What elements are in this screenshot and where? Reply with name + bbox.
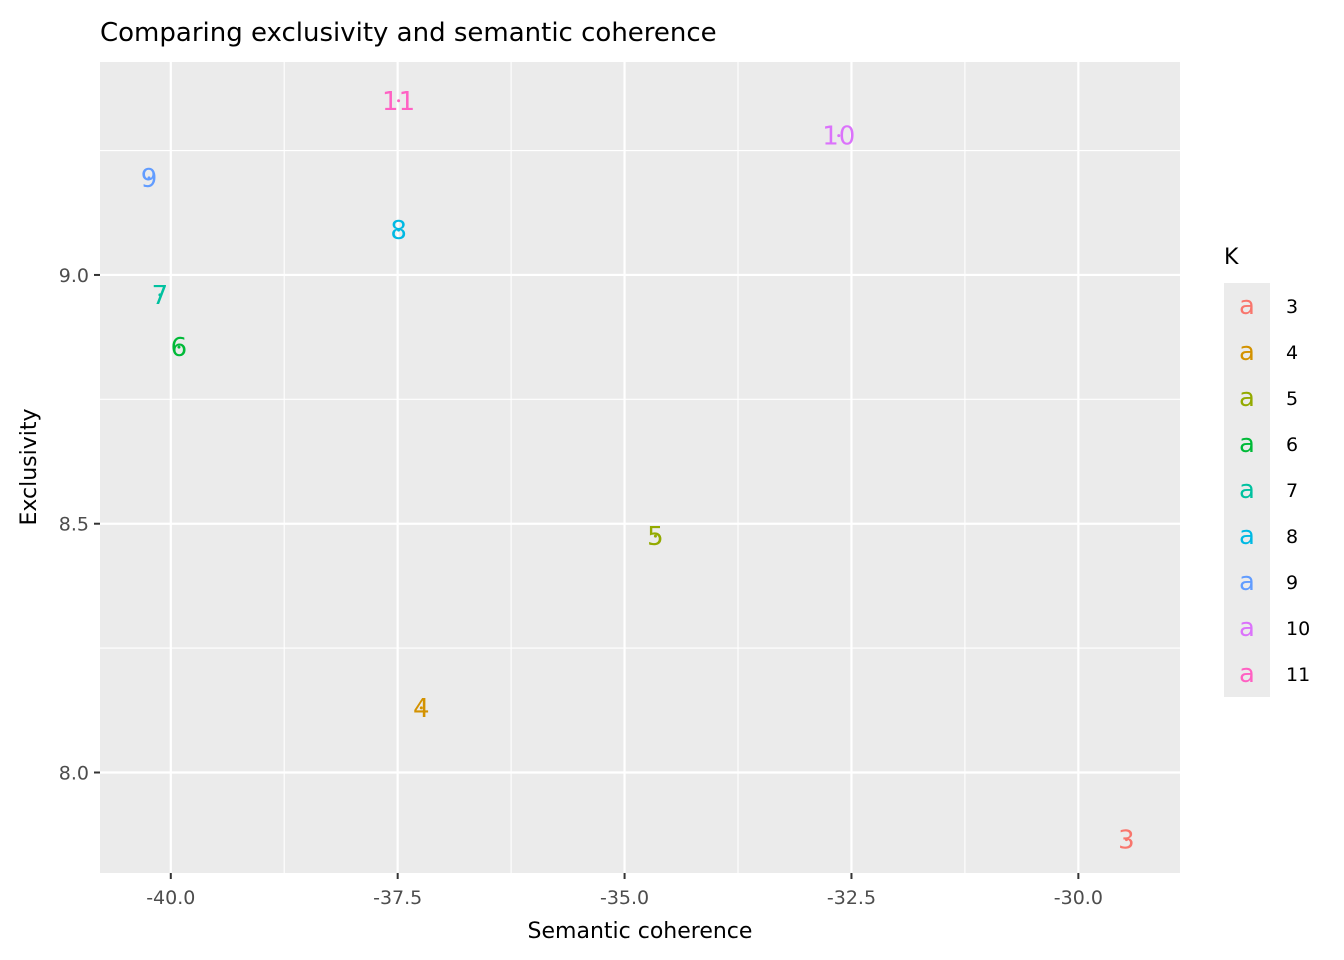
x-axis-label: Semantic coherence bbox=[528, 919, 753, 944]
legend-key-glyph: a bbox=[1239, 613, 1255, 643]
point-label: 10 bbox=[822, 122, 855, 152]
legend-key-glyph: a bbox=[1239, 337, 1255, 367]
point-marker bbox=[1124, 838, 1128, 842]
legend-entry-label: 10 bbox=[1286, 618, 1310, 640]
legend-entry-label: 11 bbox=[1286, 664, 1310, 686]
point-marker bbox=[177, 345, 181, 349]
legend-key-glyph: a bbox=[1239, 567, 1255, 597]
y-axis-label: Exclusivity bbox=[17, 408, 42, 525]
legend-entry-label: 3 bbox=[1286, 296, 1298, 318]
legend-entry-label: 6 bbox=[1286, 434, 1298, 456]
point-marker bbox=[419, 706, 423, 710]
legend-entry-label: 4 bbox=[1286, 342, 1298, 364]
x-tick-label: -37.5 bbox=[373, 887, 422, 909]
point-label: 7 bbox=[152, 281, 169, 311]
point-label: 5 bbox=[647, 522, 664, 552]
x-tick-label: -32.5 bbox=[827, 887, 876, 909]
legend-key-glyph: a bbox=[1239, 521, 1255, 551]
point-label: 8 bbox=[390, 216, 407, 246]
legend: K a 3 a 4 a 5 a 6 a 7 a 8 a 9 a 10 a 11 bbox=[1224, 245, 1310, 697]
x-tick-label: -35.0 bbox=[600, 887, 649, 909]
point-marker bbox=[147, 176, 151, 180]
legend-entry-label: 5 bbox=[1286, 388, 1298, 410]
legend-entry-label: 7 bbox=[1286, 480, 1298, 502]
point-marker bbox=[653, 534, 657, 538]
x-tick-label: -30.0 bbox=[1054, 887, 1103, 909]
y-tick-label: 8.0 bbox=[59, 762, 89, 784]
point-label: 6 bbox=[171, 333, 188, 363]
x-tick-label: -40.0 bbox=[146, 887, 195, 909]
legend-entry-label: 9 bbox=[1286, 572, 1298, 594]
point-marker bbox=[837, 134, 841, 138]
legend-key-background bbox=[1224, 283, 1270, 697]
legend-key-glyph: a bbox=[1239, 291, 1255, 321]
legend-keys: a 3 a 4 a 5 a 6 a 7 a 8 a 9 a 10 a 11 bbox=[1224, 283, 1310, 697]
legend-key-glyph: a bbox=[1239, 475, 1255, 505]
data-points: 3 4 5 67 8 9 10 11 bbox=[141, 87, 1135, 856]
plot-panel bbox=[100, 62, 1180, 873]
y-tick-label: 8.5 bbox=[59, 514, 89, 536]
y-tick-label: 9.0 bbox=[59, 265, 89, 287]
point-label: 9 bbox=[141, 164, 158, 194]
y-axis: 8.0 8.5 9.0 bbox=[59, 265, 100, 784]
legend-title: K bbox=[1224, 245, 1239, 270]
point-label: 4 bbox=[413, 694, 430, 724]
minor-gridlines bbox=[100, 62, 1180, 873]
point-marker bbox=[397, 99, 401, 103]
legend-key-glyph: a bbox=[1239, 429, 1255, 459]
point-marker bbox=[397, 228, 401, 232]
point-marker bbox=[158, 293, 162, 297]
x-axis: -40.0 -37.5 -35.0 -32.5 -30.0 bbox=[146, 873, 1103, 909]
chart-title: Comparing exclusivity and semantic coher… bbox=[100, 18, 717, 48]
legend-key-glyph: a bbox=[1239, 383, 1255, 413]
legend-entry-label: 8 bbox=[1286, 526, 1298, 548]
point-label: 11 bbox=[382, 87, 415, 117]
point-label: 3 bbox=[1118, 826, 1135, 856]
major-gridlines bbox=[100, 62, 1180, 873]
legend-key-glyph: a bbox=[1239, 659, 1255, 689]
